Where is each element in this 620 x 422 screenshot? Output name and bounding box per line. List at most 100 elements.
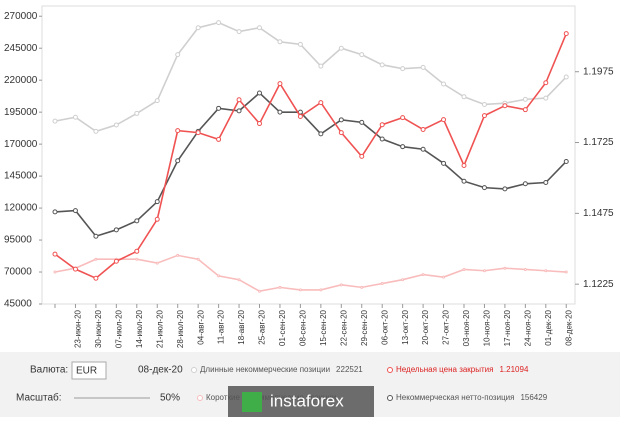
x-tick-label: 08-сен-20 (299, 309, 308, 346)
data-point (543, 179, 549, 185)
series-line (54, 21, 567, 133)
x-tick-label: 18-авг-20 (237, 309, 246, 344)
data-point (441, 117, 447, 123)
data-point (72, 266, 78, 272)
data-point (420, 127, 426, 133)
data-point (400, 115, 406, 121)
x-tick-label: 13-окт-20 (401, 309, 410, 344)
data-point (175, 52, 181, 58)
data-point (441, 160, 447, 166)
data-point (257, 25, 262, 31)
data-point (563, 74, 569, 80)
y-tick-label: 145000 (4, 171, 38, 182)
data-point (277, 39, 283, 45)
data-point (481, 101, 487, 107)
x-tick-label: 03-ноя-20 (462, 309, 471, 346)
data-point (93, 233, 99, 239)
data-point (543, 95, 549, 101)
data-point (236, 29, 242, 35)
x-tick-label: 15-сен-20 (319, 309, 328, 346)
data-point (544, 269, 548, 273)
data-point (564, 270, 568, 274)
data-point (380, 282, 384, 286)
data-point (482, 269, 486, 273)
data-point (543, 80, 549, 86)
data-point (359, 52, 365, 58)
data-point (195, 25, 201, 31)
x-tick-label: 20-окт-20 (421, 309, 430, 344)
y-tick-label: 120000 (4, 203, 38, 214)
data-point (421, 273, 425, 277)
y-tick-label: 270000 (4, 11, 38, 22)
currency-value[interactable]: EUR (76, 366, 97, 377)
legend-marker (387, 395, 393, 401)
data-point (53, 270, 57, 274)
legend-label: Недельная цена закрытия (396, 365, 493, 374)
data-point (481, 113, 487, 119)
data-point (442, 275, 446, 279)
data-point (113, 122, 119, 128)
data-point (93, 275, 99, 281)
data-point (113, 227, 119, 233)
data-point (94, 257, 98, 261)
data-point (338, 45, 344, 51)
data-point (359, 153, 365, 159)
y2-tick-label: 1.1725 (583, 137, 614, 148)
x-tick-label: 07-июл-20 (114, 309, 123, 348)
legend-value: 156429 (520, 393, 547, 402)
data-point (72, 114, 78, 120)
data-point (175, 158, 181, 164)
data-point (52, 118, 58, 124)
data-point (72, 208, 78, 214)
legend-marker (387, 367, 393, 373)
x-tick-label: 22-сен-20 (339, 309, 348, 346)
data-point (400, 66, 406, 72)
data-point (236, 108, 242, 114)
data-point (216, 20, 222, 26)
data-point (318, 100, 324, 106)
x-tick-label: 23-июн-20 (74, 309, 83, 348)
data-point (154, 199, 160, 205)
series-line (54, 33, 567, 280)
logo-icon (242, 392, 262, 412)
x-tick-label: 10-ноя-20 (483, 309, 492, 346)
x-tick-label: 08-дек-20 (564, 309, 573, 345)
x-tick-label: 11-авг-20 (217, 309, 226, 344)
data-point (462, 267, 466, 271)
x-tick-label: 25-авг-20 (258, 309, 267, 344)
data-point (277, 109, 283, 115)
currency-select[interactable] (71, 361, 107, 380)
x-tick-label: 01-сен-20 (278, 309, 287, 346)
data-point (338, 130, 344, 136)
data-point (481, 185, 487, 191)
data-point (257, 90, 262, 96)
logo-text: instaforex (270, 391, 344, 410)
data-point (523, 267, 527, 271)
y2-tick-label: 1.1975 (583, 66, 614, 77)
data-point (502, 186, 508, 192)
data-point (113, 258, 119, 264)
data-point (134, 218, 140, 224)
data-point (503, 266, 507, 270)
x-tick-label: 29-сен-20 (360, 309, 369, 346)
x-tick-label: 17-ноя-20 (503, 309, 512, 346)
data-point (319, 288, 323, 292)
data-point (135, 257, 139, 261)
data-point (461, 178, 467, 184)
y-tick-label: 170000 (4, 139, 38, 150)
data-point (93, 128, 99, 134)
legend-marker (191, 367, 197, 373)
data-point (236, 97, 242, 103)
data-point (237, 278, 241, 282)
data-point (420, 64, 426, 70)
data-point (175, 128, 181, 134)
data-point (216, 136, 222, 142)
x-tick-label: 14-июл-20 (135, 309, 144, 348)
data-point (522, 107, 528, 113)
data-point (360, 285, 364, 289)
scale-label: Масштаб: (16, 392, 62, 404)
legend-label: Длинные некоммерческие позиции (200, 365, 330, 374)
data-point (258, 289, 261, 293)
data-point (134, 248, 140, 254)
data-point (155, 261, 159, 265)
